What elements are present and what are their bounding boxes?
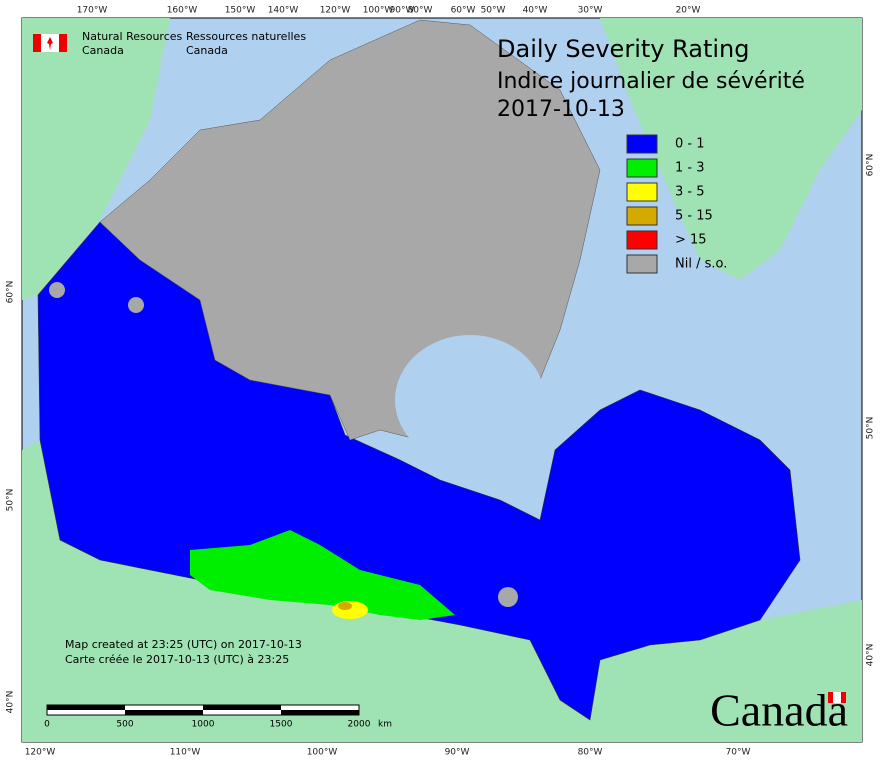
- graticule: 170°W 160°W 150°W 140°W 120°W 100°W90°W80°W 60…: [6, 6, 876, 758]
- land: [22, 18, 862, 742]
- alaska: [22, 18, 170, 300]
- graticule-label: 90°W: [445, 748, 470, 758]
- graticule-label: 30°W: [578, 6, 603, 16]
- legend-swatch: [626, 230, 658, 250]
- agency-en: Natural Resources: [82, 30, 183, 43]
- maple-leaf: [47, 37, 53, 50]
- title: 2017-10-13: [497, 97, 625, 122]
- graticule-label: 120°W: [25, 748, 56, 758]
- scale-seg: [47, 705, 125, 710]
- prairie-green: [190, 530, 455, 620]
- graticule-label: 50°N: [6, 489, 16, 512]
- graticule-label: 50°N: [866, 417, 876, 440]
- graticule-label: 60°N: [6, 281, 16, 304]
- legend-swatch: [626, 182, 658, 202]
- legend-label: 3 - 5: [675, 185, 705, 200]
- agency: Natural Resources Canada Ressources natu…: [33, 30, 306, 57]
- scale-unit: km: [378, 720, 392, 730]
- legend-label: 1 - 3: [675, 161, 705, 176]
- credit: Map created at 23:25 (UTC) on 2017-10-13: [65, 638, 302, 651]
- scale-label: 2000: [348, 720, 371, 730]
- flag-bar: [59, 34, 67, 52]
- graticule-label: 100°W: [363, 6, 394, 16]
- graticule-label: 50°W: [481, 6, 506, 16]
- graticule-label: 20°W: [676, 6, 701, 16]
- scale-label: 1500: [270, 720, 293, 730]
- legend-swatch: [626, 206, 658, 226]
- wordmark: Canada: [710, 685, 848, 736]
- nil-patch: [128, 297, 144, 313]
- graticule-label: 150°W: [225, 6, 256, 16]
- scale-label: 1000: [192, 720, 215, 730]
- title: Indice journalier de sévérité: [497, 69, 805, 94]
- graticule-label: 170°W: [77, 6, 108, 16]
- legend-label: Nil / s.o.: [675, 257, 727, 272]
- scale-label: 500: [116, 720, 133, 730]
- title: Daily Severity Rating: [497, 35, 749, 63]
- graticule-label: 100°W: [307, 748, 338, 758]
- graticule-label: 90°W: [390, 6, 415, 16]
- gold-patch: [338, 602, 352, 610]
- legend-swatch: [626, 254, 658, 274]
- legend-swatch: [626, 134, 658, 154]
- scale-bar: 0 500 1000 1500 2000 km: [44, 704, 392, 730]
- nil-patch: [498, 587, 518, 607]
- hudson-bay: [395, 335, 545, 465]
- graticule-label: 40°N: [866, 644, 876, 667]
- graticule-label: 80°W: [578, 748, 603, 758]
- flag-bar: [33, 34, 41, 52]
- graticule-label: 60°W: [451, 6, 476, 16]
- graticule-label: 80°W: [408, 6, 433, 16]
- scale-label: 0: [44, 720, 50, 730]
- greenland: [600, 18, 862, 280]
- graticule-label: 160°W: [167, 6, 198, 16]
- usa: [22, 440, 862, 742]
- scale-seg: [203, 705, 281, 710]
- scale-seg: [281, 710, 359, 715]
- legend-swatch: [626, 158, 658, 178]
- graticule-label: 120°W: [320, 6, 351, 16]
- graticule-label: 40°W: [523, 6, 548, 16]
- legend-label: 0 - 1: [675, 137, 705, 152]
- graticule-label: 110°W: [170, 748, 201, 758]
- graticule-label: 140°W: [268, 6, 299, 16]
- agency-en: Canada: [82, 44, 124, 57]
- wordmark-flag: [833, 692, 841, 703]
- legend-label: 5 - 15: [675, 209, 713, 224]
- agency-fr: Ressources naturelles: [186, 30, 306, 43]
- legend: 0 - 1 1 - 3 3 - 5 5 - 15 > 15 Nil / s.o.: [626, 134, 727, 274]
- graticule-label: 40°N: [6, 691, 16, 714]
- scale-seg: [125, 710, 203, 715]
- graticule-label: 60°N: [866, 154, 876, 177]
- credit: Carte créée le 2017-10-13 (UTC) à 23:25: [65, 653, 289, 666]
- legend-label: > 15: [675, 233, 707, 248]
- agency-fr: Canada: [186, 44, 228, 57]
- graticule-label: 70°W: [726, 748, 751, 758]
- nil-patch: [49, 282, 65, 298]
